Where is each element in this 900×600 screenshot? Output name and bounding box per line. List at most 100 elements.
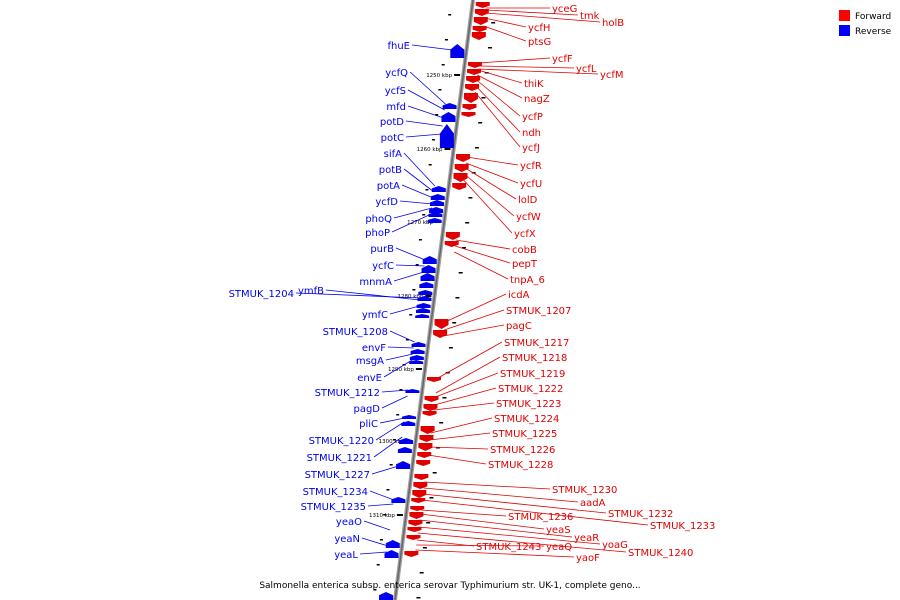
forward-label-line [435,372,499,398]
reverse-gene-label: ycfQ [385,68,408,79]
reverse-label-line [381,389,409,393]
reverse-gene-label: STMUK_1227 [305,470,370,481]
forward-feature [411,498,426,503]
forward-gene-label: ycfP [522,112,543,123]
forward-feature [471,32,486,40]
reverse-label-line [405,133,442,138]
reverse-gene-label: sifA [384,149,403,160]
forward-gene-label: pepT [512,259,538,270]
backbone-tick-right [478,122,483,124]
reverse-gene-label: potC [381,133,404,144]
forward-label-line [435,356,501,394]
reverse-label-line [375,421,405,441]
backbone-tick-left [444,39,448,41]
scale-label: 1260 kbp [417,147,443,153]
backbone-tick-right [452,322,457,324]
forward-feature [466,76,481,83]
scale-label: 1250 kbp [426,73,452,79]
backbone-tick-left [448,14,452,16]
forward-label-line [478,57,551,64]
reverse-feature [417,296,432,301]
forward-label-line [484,17,527,28]
forward-feature [416,460,431,466]
forward-feature [410,506,425,511]
legend-forward-label: Forward [855,12,891,22]
reverse-label-line [399,200,433,205]
reverse-gene-label: ycfC [372,261,394,272]
legend-reverse-swatch [839,25,850,36]
backbone-tick-left [399,389,403,391]
forward-feature [452,183,467,190]
forward-gene-label: STMUK_1217 [504,338,569,349]
scale-tick [444,148,451,150]
reverse-gene-label: fhuE [387,41,410,52]
reverse-label-line [395,247,426,261]
backbone-tick-right [481,97,486,99]
backbone-tick-left [435,114,439,116]
reverse-feature [418,290,433,295]
forward-gene-label: STMUK_1218 [502,353,567,364]
reverse-gene-label: pliC [359,419,378,430]
reverse-label-line [407,89,445,111]
forward-gene-label: yoaG [602,540,628,551]
reverse-feature [442,103,457,109]
forward-label-line [421,499,649,526]
forward-label-line [424,481,551,490]
reverse-feature [450,44,465,58]
forward-gene-label: cobB [512,245,537,256]
forward-label-line [474,91,521,148]
forward-feature [417,452,432,458]
scale-tick [425,295,432,297]
forward-label-line [430,417,493,434]
forward-feature [424,396,439,402]
backbone-tick-left [373,589,377,591]
backbone-tick-left [405,339,409,341]
reverse-feature [429,207,444,213]
reverse-label-line [395,264,425,267]
forward-gene-label: STMUK_1230 [552,485,617,496]
backbone-tick-right [461,247,466,249]
forward-label-line [464,173,515,217]
reverse-gene-label: ycfS [385,86,406,97]
forward-label-line [423,487,579,503]
forward-feature [465,84,480,91]
forward-feature [414,474,429,480]
reverse-feature [422,256,437,264]
reverse-feature [428,212,443,217]
forward-label-line [420,509,507,517]
reverse-feature [431,186,446,192]
scale-label: 1280 kbp [397,294,423,300]
forward-feature [404,551,419,557]
reverse-feature [405,389,420,393]
forward-gene-label: STMUK_1224 [494,414,559,425]
forward-label-line [434,387,497,406]
forward-label-lines [415,7,649,558]
forward-gene-label: ycfH [528,23,550,34]
forward-gene-label: STMUK_1228 [488,460,553,471]
forward-gene-label: tnpA_6 [510,275,545,286]
reverse-gene-label: STMUK_1204 [229,289,294,300]
reverse-features [379,44,465,600]
forward-gene-label: ycfW [516,212,541,223]
reverse-label-line [379,417,405,424]
forward-label-line [437,341,503,379]
reverse-label-line [389,305,420,315]
scale-tick [454,74,461,76]
forward-gene-label: STMUK_1232 [608,509,673,520]
forward-label-line [454,251,509,280]
forward-gene-label: STMUK_1226 [490,445,555,456]
forward-label-line [478,68,599,75]
reverse-feature [421,265,436,273]
reverse-label-line [387,346,414,349]
reverse-feature [401,421,416,426]
forward-gene-label: aadA [580,498,606,509]
reverse-feature [397,447,412,453]
reverse-feature [384,550,399,558]
reverse-feature [391,497,406,503]
backbone-tick-right [458,272,463,274]
reverse-gene-label: potA [377,181,400,192]
reverse-label-line [407,105,444,119]
forward-feature [454,164,469,172]
reverse-feature [399,438,414,444]
